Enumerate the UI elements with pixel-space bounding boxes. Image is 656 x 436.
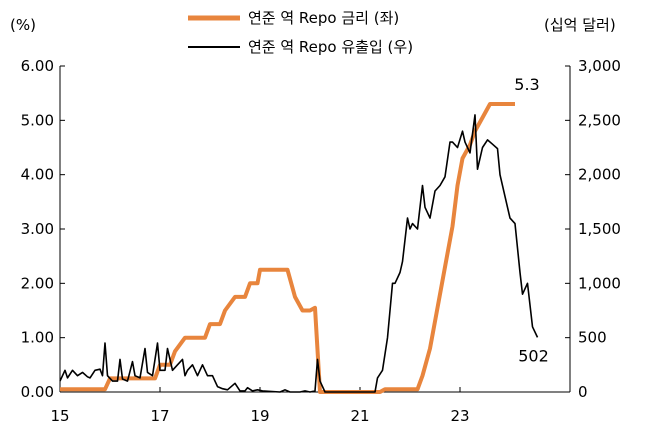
x-tick-label: 23 bbox=[450, 407, 469, 425]
left-tick-label: 1.00 bbox=[21, 329, 54, 347]
x-tick-label: 17 bbox=[150, 407, 169, 425]
right-tick-label: 3,000 bbox=[578, 57, 621, 75]
right-tick-label: 1,000 bbox=[578, 274, 621, 292]
right-tick-label: 500 bbox=[578, 329, 607, 347]
flow-end-label: 502 bbox=[518, 346, 549, 365]
x-tick-label: 19 bbox=[250, 407, 269, 425]
x-tick-label: 21 bbox=[350, 407, 369, 425]
axes: 0.00 1.00 2.00 3.00 4.00 5.00 6.00 0 500 1,000 1,5… bbox=[21, 57, 621, 425]
rate-end-label: 5.3 bbox=[514, 75, 539, 94]
series-layer bbox=[59, 102, 539, 394]
right-tick-label: 1,500 bbox=[578, 220, 621, 238]
legend-label-rate: 연준 역 Repo 금리 (좌) bbox=[248, 9, 399, 27]
series-line-flow bbox=[59, 114, 539, 393]
right-tick-label: 0 bbox=[578, 383, 588, 401]
left-tick-label: 4.00 bbox=[21, 166, 54, 184]
legend: 연준 역 Repo 금리 (좌) 연준 역 Repo 유출입 (우) bbox=[188, 9, 413, 56]
legend-label-flow: 연준 역 Repo 유출입 (우) bbox=[248, 38, 413, 56]
left-tick-label: 2.00 bbox=[21, 274, 54, 292]
left-tick-label: 6.00 bbox=[21, 57, 54, 75]
series-line-rate bbox=[60, 102, 515, 394]
left-tick-label: 3.00 bbox=[21, 220, 54, 238]
left-tick-label: 0.00 bbox=[21, 383, 54, 401]
right-tick-label: 2,500 bbox=[578, 111, 621, 129]
x-tick-label: 15 bbox=[50, 407, 69, 425]
right-axis-unit: (십억 달러) bbox=[544, 16, 616, 34]
left-tick-label: 5.00 bbox=[21, 111, 54, 129]
left-axis-unit: (%) bbox=[10, 16, 36, 34]
annotations: 5.3 502 bbox=[514, 75, 549, 365]
right-tick-label: 2,000 bbox=[578, 166, 621, 184]
